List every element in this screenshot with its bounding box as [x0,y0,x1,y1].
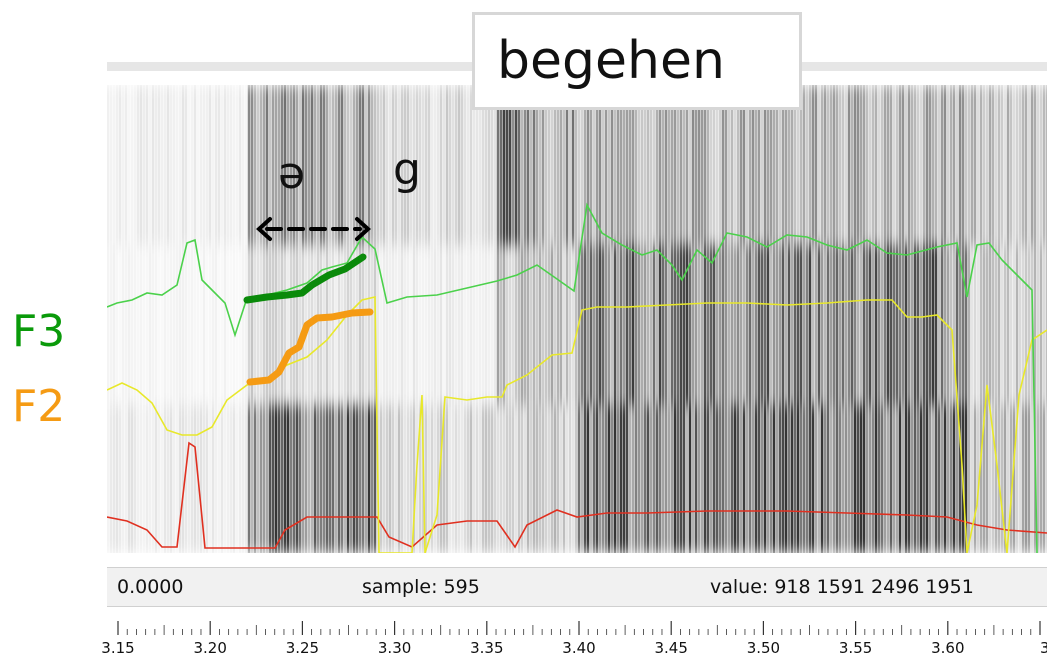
time-tick-label: 3.40 [562,639,595,657]
word-label: begehen [497,31,725,91]
f2-label: F2 [12,381,66,432]
time-tick-label: 3.15 [101,639,134,657]
schwa-duration-arrow [256,217,371,241]
f3-track [107,202,1038,553]
f3-highlight-track [243,253,367,304]
f2-track [107,295,1047,553]
word-label-box: begehen [472,12,802,110]
time-tick-label: 3.20 [193,639,226,657]
f3-label: F3 [12,306,66,357]
time-readout: 0.0000 [117,576,184,598]
time-tick-label: 3.45 [654,639,687,657]
time-tick-label: 3 [1040,639,1047,657]
sample-readout: sample: 595 [362,576,480,598]
time-tick-label: 3.25 [286,639,319,657]
time-tick-label: 3.30 [378,639,411,657]
time-tick-label: 3.35 [470,639,503,657]
time-tick-label: 3.55 [839,639,872,657]
spectrogram[interactable] [107,85,1047,553]
value-readout: value: 918 1591 2496 1951 [710,576,974,598]
status-bar: 0.0000 sample: 595 value: 918 1591 2496 … [107,567,1047,607]
time-tick-label: 3.60 [931,639,964,657]
f2-highlight-track [246,308,374,386]
spectrogram-energy [107,85,1047,553]
time-axis: 3.15 3.20 3.25 3.30 3.35 3.40 3.45 3.50 3.55 3.60… [101,621,1047,657]
phoneme-schwa-label: ə [278,148,306,199]
f1-track [107,441,1047,549]
formant-tracks [107,202,1047,553]
phoneme-g-label: g [393,144,421,195]
time-tick-label: 3.50 [747,639,780,657]
